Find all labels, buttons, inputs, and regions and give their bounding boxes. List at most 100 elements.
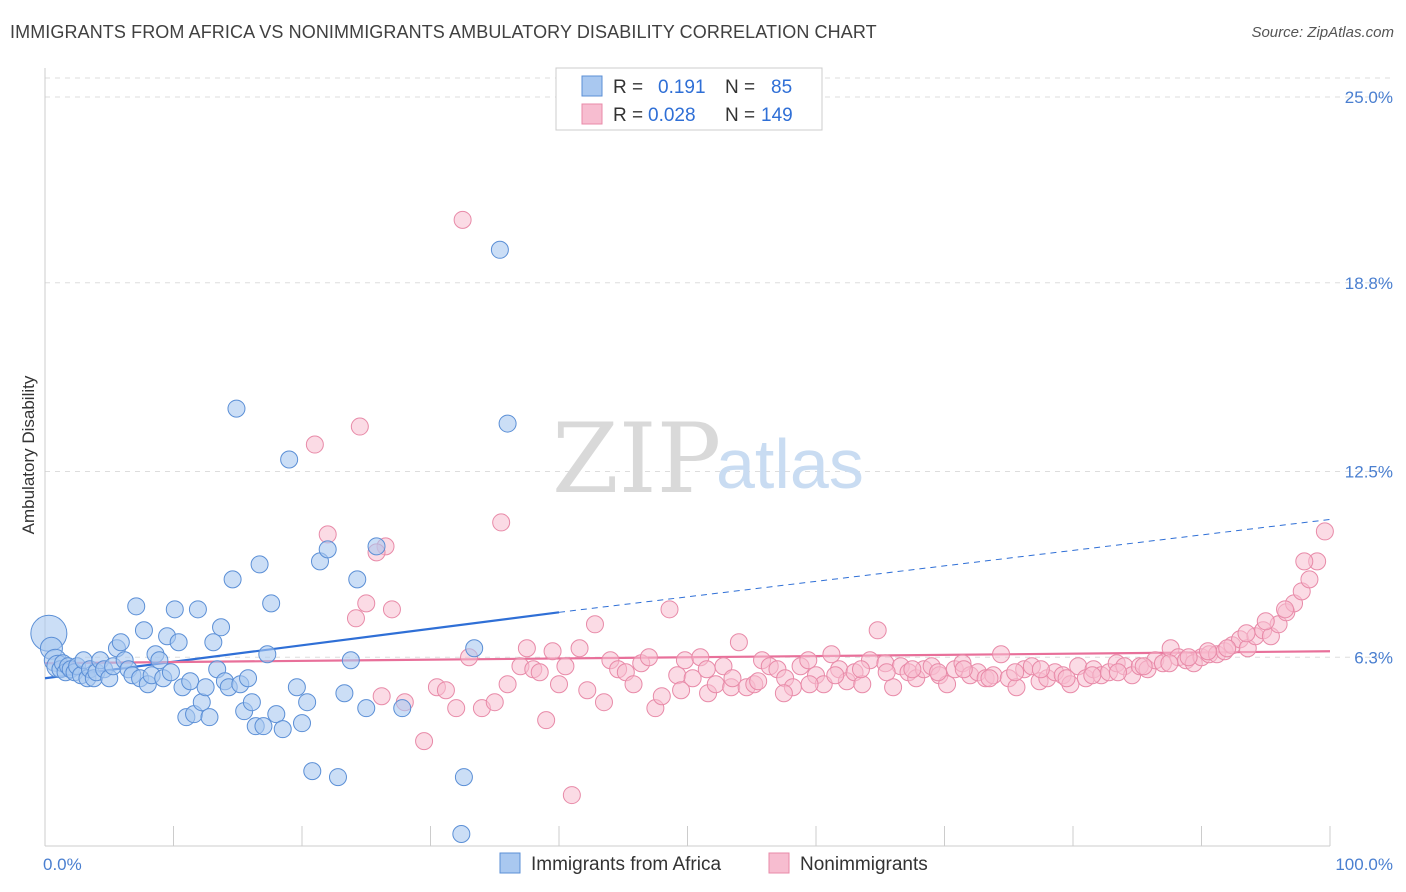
data-point-immigrants [127,597,146,616]
data-point-immigrants [367,537,386,556]
data-point-immigrants [254,717,273,736]
watermark: ZIP atlas [552,403,864,515]
data-point-nonimmigrants [877,663,896,682]
data-point-nonimmigrants [660,600,679,619]
data-point-immigrants [111,633,130,652]
data-point-nonimmigrants [585,615,604,634]
y-tick-label: 25.0% [1345,88,1393,107]
y-axis-label: Ambulatory Disability [19,375,38,534]
data-point-nonimmigrants [1134,657,1153,676]
data-point-immigrants [161,663,180,682]
data-point-nonimmigrants [562,786,581,805]
data-point-nonimmigrants [826,666,845,685]
data-point-nonimmigrants [550,675,568,694]
data-point-nonimmigrants [1300,570,1319,589]
data-point-nonimmigrants [594,693,613,712]
data-point-nonimmigrants [1083,666,1102,685]
data-point-immigrants [328,768,347,787]
data-point-nonimmigrants [851,660,870,679]
watermark-atlas: atlas [716,425,864,503]
data-point-nonimmigrants [1276,600,1295,619]
data-point-immigrants [298,693,317,712]
data-point-nonimmigrants [1031,660,1050,679]
legend-r-label: R = [613,77,643,98]
tick-labels: 6.3% 12.5% 18.8% 25.0% 0.0% 100.0% [43,88,1393,874]
data-point-nonimmigrants [1218,639,1237,658]
data-point-immigrants [280,450,299,469]
source-label: Source: ZipAtlas.com [1251,24,1394,41]
data-point-nonimmigrants [903,660,922,679]
data-point-nonimmigrants [556,657,575,676]
data-point-nonimmigrants [800,675,819,694]
data-point-nonimmigrants [799,651,818,670]
grid [45,77,1395,658]
data-point-immigrants [287,678,306,697]
data-point-nonimmigrants [346,609,365,628]
data-point-nonimmigrants [436,681,455,700]
data-point-immigrants [223,570,242,589]
legend-swatch-pink [581,103,603,125]
data-point-nonimmigrants [350,417,369,436]
data-point-immigrants [498,414,517,433]
data-point-nonimmigrants [1057,669,1076,688]
data-point-nonimmigrants [1108,663,1127,682]
data-point-nonimmigrants [1198,642,1217,661]
data-point-immigrants [454,768,473,787]
data-point-nonimmigrants [305,435,324,454]
data-point-nonimmigrants [929,663,948,682]
data-point-immigrants [490,240,509,259]
chart-title: IMMIGRANTS FROM AFRICA VS NONIMMIGRANTS … [10,22,877,42]
data-point-immigrants [212,618,231,637]
x-tick-label: 0.0% [43,855,82,874]
data-point-nonimmigrants [578,681,597,700]
data-point-immigrants [262,594,281,613]
data-point-nonimmigrants [415,732,434,751]
data-point-immigrants [134,621,153,640]
legend-r-value: 0.028 [648,105,696,126]
data-point-nonimmigrants [1006,663,1025,682]
data-point-nonimmigrants [675,651,694,670]
data-point-nonimmigrants [868,621,887,640]
data-point-nonimmigrants [570,639,589,658]
data-point-immigrants [303,762,322,781]
data-point-nonimmigrants [706,675,725,694]
data-point-nonimmigrants [530,663,549,682]
series-nonimmigrants [305,210,1334,805]
y-tick-label: 6.3% [1354,648,1393,667]
data-point-immigrants [258,645,277,664]
series-immigrants-from-africa [30,240,517,844]
data-point-nonimmigrants [749,672,768,691]
y-tick-label: 18.8% [1345,274,1393,293]
legend-swatch-immigrants [499,852,521,874]
data-point-nonimmigrants [822,645,841,664]
data-point-nonimmigrants [372,687,391,706]
data-point-nonimmigrants [723,669,742,688]
data-point-nonimmigrants [884,678,903,697]
data-point-nonimmigrants [668,666,687,685]
data-point-nonimmigrants [1160,654,1179,673]
data-point-immigrants [273,720,292,739]
data-point-nonimmigrants [672,681,691,700]
data-point-nonimmigrants [683,669,702,688]
x-tick-label: 100.0% [1335,855,1393,874]
data-point-immigrants [188,600,207,619]
data-point-immigrants [348,570,367,589]
data-point-immigrants [357,699,376,718]
data-point-nonimmigrants [729,633,748,652]
watermark-zip: ZIP [552,403,721,515]
legend-swatch-blue [581,75,603,97]
series-legend: Immigrants from Africa Nonimmigrants [499,852,928,875]
data-point-nonimmigrants [1256,612,1275,631]
data-point-immigrants [239,669,258,688]
axes [44,68,1331,847]
data-point-immigrants [341,651,360,670]
data-point-nonimmigrants [357,594,376,613]
data-point-immigrants [181,672,200,691]
data-point-nonimmigrants [1179,648,1198,667]
data-point-nonimmigrants [498,675,517,694]
data-point-nonimmigrants [938,675,957,694]
data-point-immigrants [192,693,211,712]
data-point-immigrants [196,678,215,697]
trend-line-immigrants-extension [558,518,1331,613]
data-point-nonimmigrants [1295,552,1314,571]
